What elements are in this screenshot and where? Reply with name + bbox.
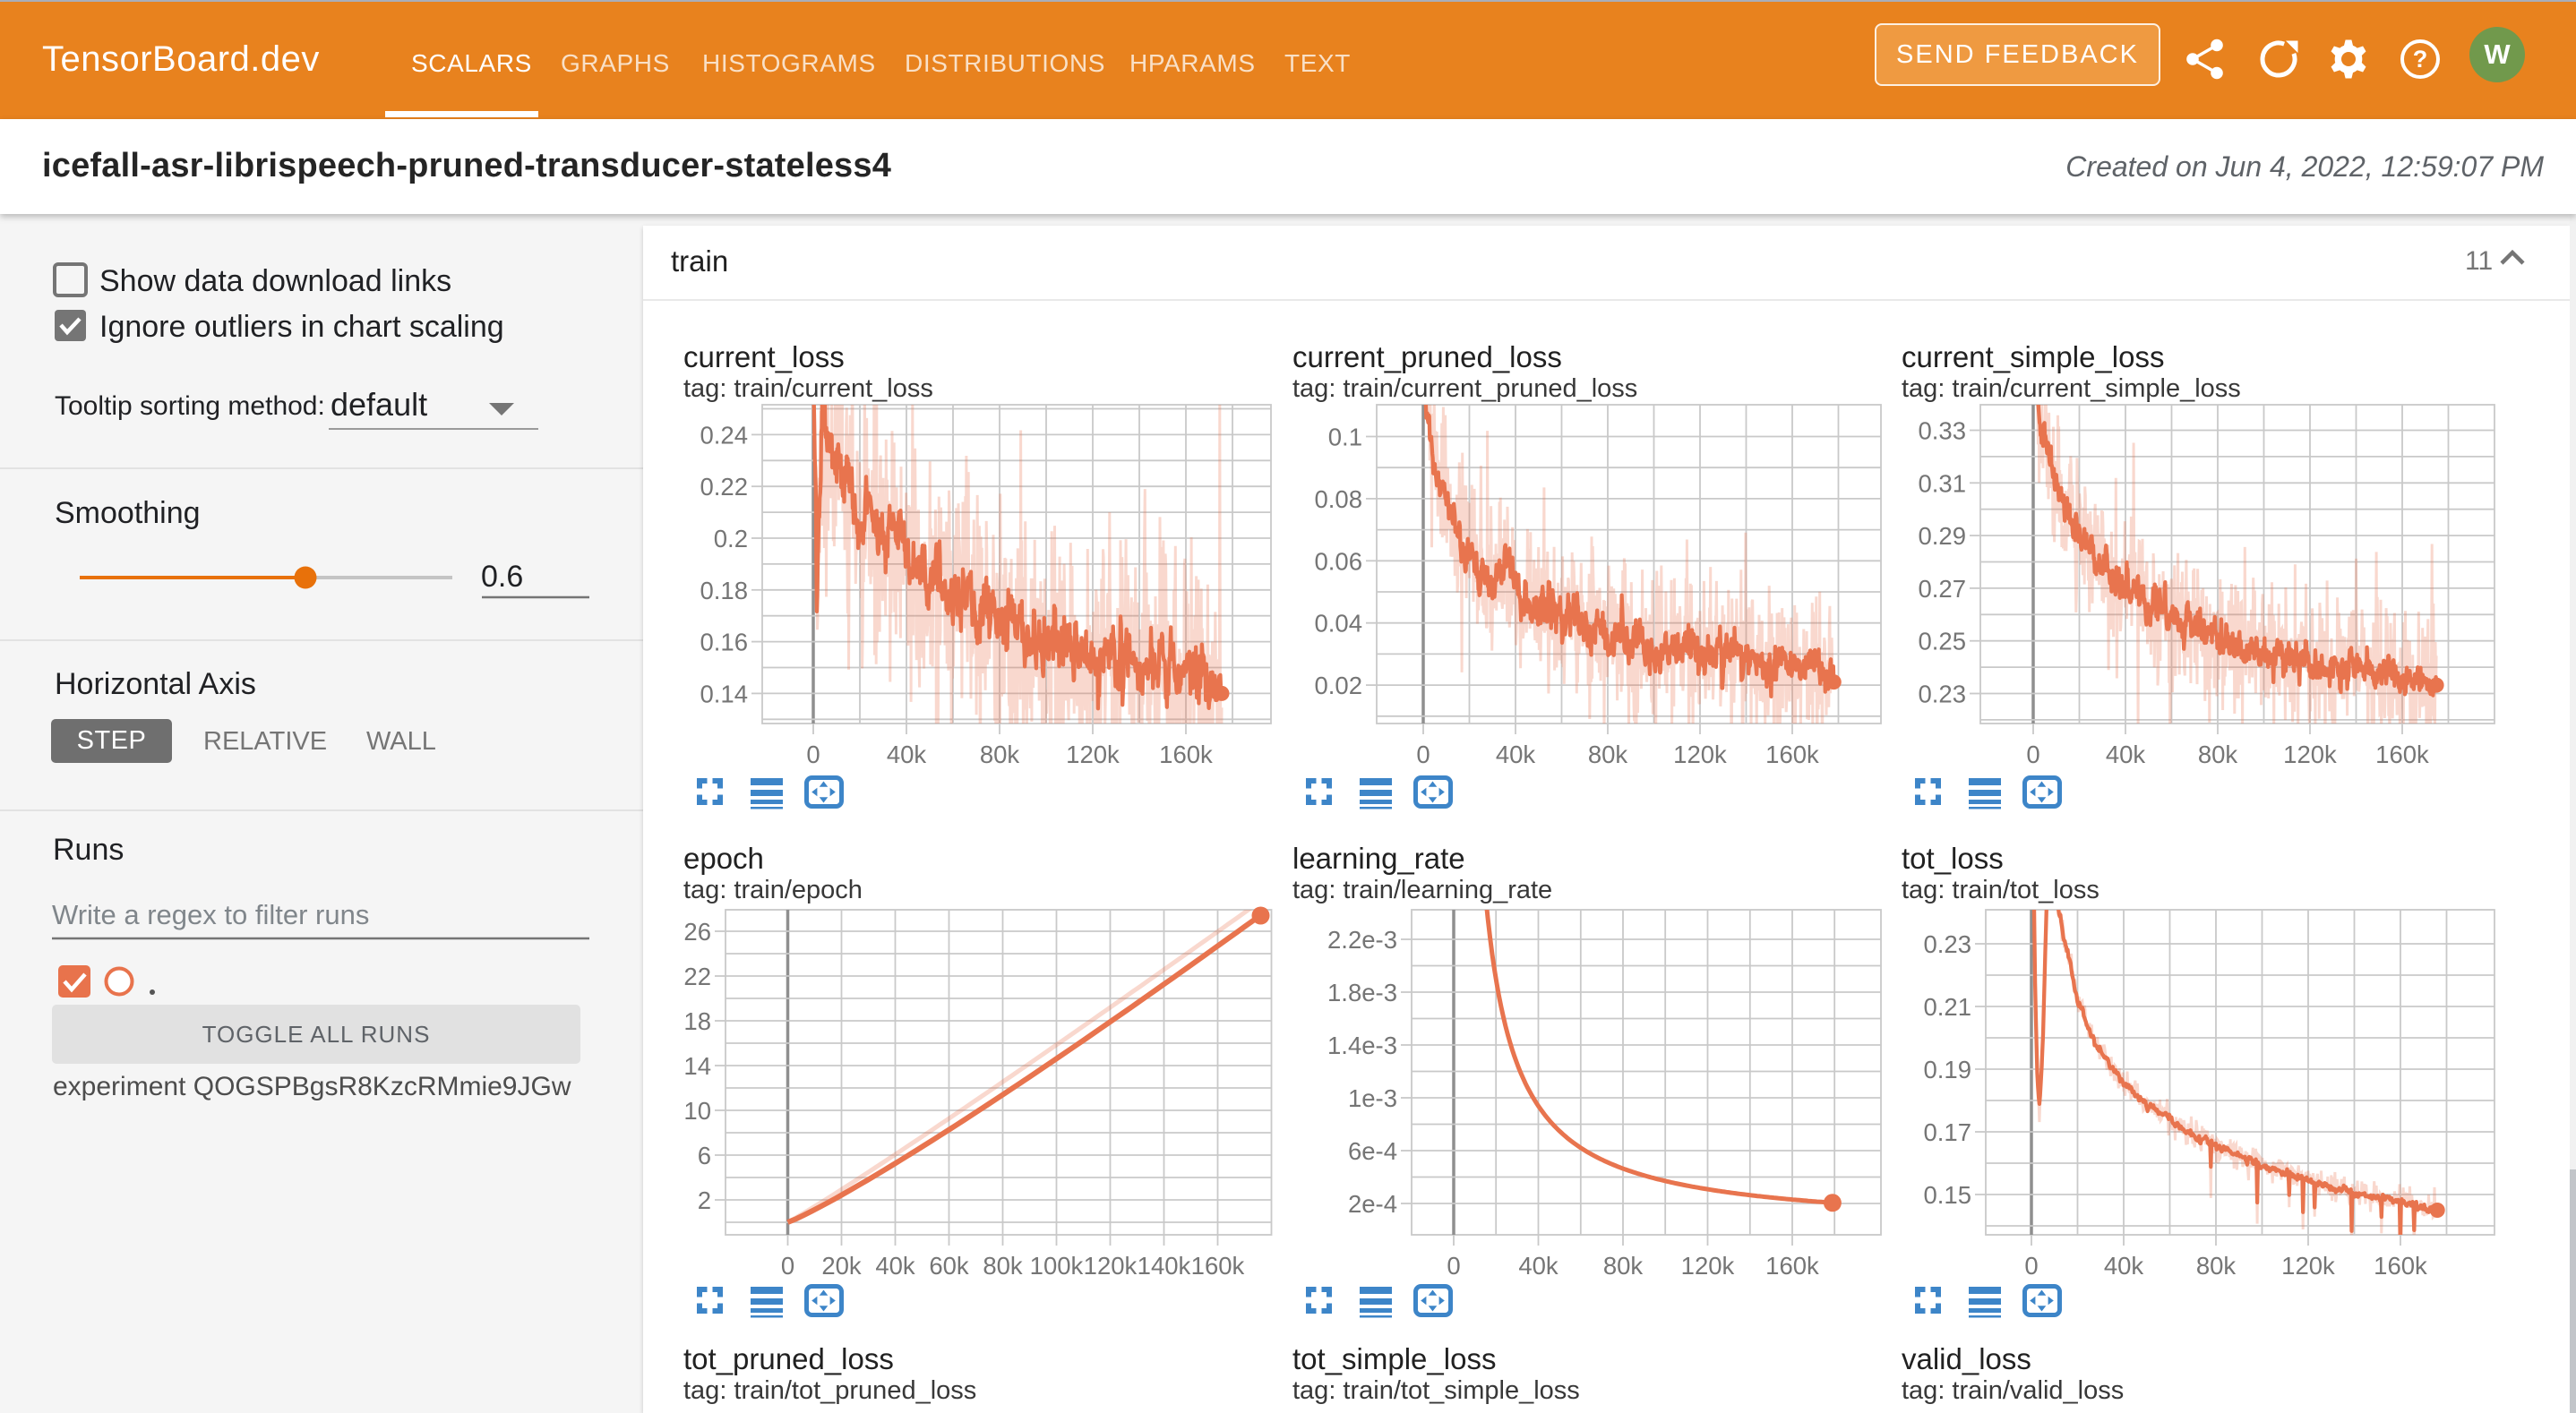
svg-text:0.29: 0.29 [1918,522,1966,550]
svg-text:0.24: 0.24 [700,421,748,449]
svg-text:current_loss: current_loss [683,340,845,373]
svg-text:tag: train/current_simple_loss: tag: train/current_simple_loss [1902,374,2241,403]
svg-text:0: 0 [1416,741,1430,768]
svg-text:0.23: 0.23 [1923,930,1971,958]
svg-text:1.8e-3: 1.8e-3 [1327,979,1397,1006]
svg-text:80k: 80k [980,741,1020,768]
svg-text:0.25: 0.25 [1918,628,1966,655]
svg-text:26: 26 [683,918,711,946]
svg-text:120k: 120k [2283,741,2337,768]
svg-text:160k: 160k [2375,741,2429,768]
svg-text:140k: 140k [1138,1252,1191,1280]
svg-text:tag: train/tot_simple_loss: tag: train/tot_simple_loss [1292,1376,1580,1405]
svg-text:120k: 120k [2281,1252,2335,1280]
svg-text:0.14: 0.14 [700,680,748,707]
svg-text:0.33: 0.33 [1918,417,1966,445]
svg-text:tot_pruned_loss: tot_pruned_loss [683,1342,894,1375]
svg-text:22: 22 [683,963,711,990]
svg-text:160k: 160k [1765,741,1819,768]
svg-text:80k: 80k [1603,1252,1644,1280]
svg-text:0.17: 0.17 [1923,1118,1971,1146]
svg-text:0.27: 0.27 [1918,575,1966,603]
svg-text:0.19: 0.19 [1923,1056,1971,1083]
svg-text:0.06: 0.06 [1314,547,1362,575]
svg-text:0: 0 [2024,1252,2038,1280]
svg-text:0.18: 0.18 [700,577,748,604]
svg-text:?: ? [2413,46,2428,73]
svg-text:tag: train/tot_pruned_loss: tag: train/tot_pruned_loss [683,1376,976,1405]
svg-text:0: 0 [806,741,820,768]
svg-text:tag: train/current_loss: tag: train/current_loss [683,374,933,403]
svg-text:40k: 40k [887,741,927,768]
svg-text:60k: 60k [929,1252,969,1280]
svg-text:40k: 40k [1496,741,1536,768]
svg-text:2.2e-3: 2.2e-3 [1327,926,1397,954]
svg-text:tag: train/current_pruned_loss: tag: train/current_pruned_loss [1292,374,1637,403]
svg-text:0.02: 0.02 [1314,672,1362,699]
svg-text:valid_loss: valid_loss [1902,1342,2031,1375]
svg-text:14: 14 [683,1052,711,1080]
svg-text:2e-4: 2e-4 [1348,1190,1397,1218]
svg-text:0: 0 [781,1252,794,1280]
svg-text:80k: 80k [983,1252,1023,1280]
svg-text:120k: 120k [1084,1252,1138,1280]
svg-text:0.1: 0.1 [1328,424,1362,451]
svg-text:120k: 120k [1066,741,1120,768]
svg-text:160k: 160k [1765,1252,1819,1280]
svg-text:10: 10 [683,1097,711,1125]
svg-text:tag: train/epoch: tag: train/epoch [683,876,863,904]
svg-text:6: 6 [698,1142,711,1169]
svg-text:40k: 40k [875,1252,915,1280]
svg-text:0.2: 0.2 [714,525,748,552]
svg-text:0.08: 0.08 [1314,485,1362,513]
svg-text:160k: 160k [1191,1252,1245,1280]
svg-text:0.04: 0.04 [1314,610,1362,638]
svg-text:40k: 40k [2106,741,2146,768]
svg-text:120k: 120k [1673,741,1727,768]
svg-text:1e-3: 1e-3 [1348,1084,1397,1112]
svg-text:0: 0 [1447,1252,1460,1280]
svg-text:1.4e-3: 1.4e-3 [1327,1032,1397,1059]
svg-text:0.16: 0.16 [700,629,748,656]
svg-text:0: 0 [2026,741,2039,768]
svg-text:current_pruned_loss: current_pruned_loss [1292,340,1562,373]
svg-text:6e-4: 6e-4 [1348,1137,1397,1165]
svg-text:80k: 80k [2198,741,2238,768]
svg-text:80k: 80k [1588,741,1628,768]
svg-text:tot_loss: tot_loss [1902,842,2004,875]
svg-text:2: 2 [698,1186,711,1214]
svg-text:100k: 100k [1030,1252,1084,1280]
svg-text:0.21: 0.21 [1923,993,1971,1021]
svg-text:120k: 120k [1681,1252,1735,1280]
svg-text:epoch: epoch [683,842,764,875]
svg-text:tag: train/learning_rate: tag: train/learning_rate [1292,876,1552,904]
svg-text:0.15: 0.15 [1923,1181,1971,1209]
svg-text:0.31: 0.31 [1918,469,1966,497]
svg-text:80k: 80k [2196,1252,2237,1280]
svg-text:tag: train/valid_loss: tag: train/valid_loss [1902,1376,2124,1405]
svg-text:tot_simple_loss: tot_simple_loss [1292,1342,1496,1375]
svg-text:current_simple_loss: current_simple_loss [1902,340,2164,373]
svg-text:tag: train/tot_loss: tag: train/tot_loss [1902,876,2099,904]
svg-text:0.22: 0.22 [700,473,748,501]
svg-text:18: 18 [683,1007,711,1035]
svg-text:40k: 40k [2104,1252,2144,1280]
svg-text:40k: 40k [1518,1252,1558,1280]
svg-text:learning_rate: learning_rate [1292,842,1465,875]
svg-text:160k: 160k [1159,741,1213,768]
svg-text:160k: 160k [2374,1252,2427,1280]
svg-text:20k: 20k [821,1252,862,1280]
svg-text:0.23: 0.23 [1918,681,1966,708]
